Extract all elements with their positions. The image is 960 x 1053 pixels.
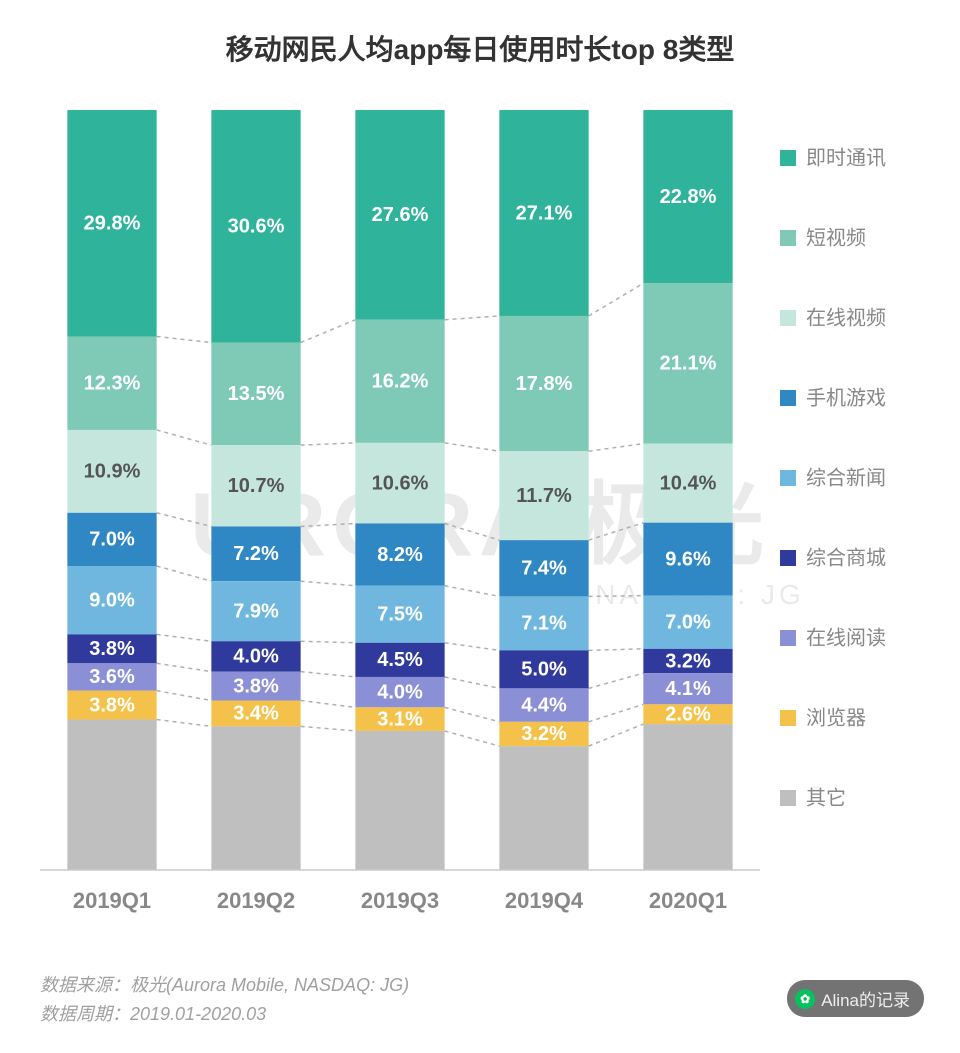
- segment-value: 5.0%: [521, 659, 567, 681]
- legend-swatch: [780, 630, 796, 646]
- segment-value: 16.2%: [372, 371, 429, 393]
- segment-value: 3.2%: [521, 723, 567, 745]
- segment-value: 27.1%: [516, 202, 573, 224]
- x-axis-label: 2019Q2: [217, 888, 295, 913]
- segment-value: 10.4%: [660, 472, 717, 494]
- legend-swatch: [780, 230, 796, 246]
- legend-swatch: [780, 310, 796, 326]
- stacked-bar-chart: 29.8% 12.3% 10.9% 7.0% 9.0% 3.8% 3.6% 3.8% 30.6%…: [40, 110, 920, 930]
- bar-segment: [643, 724, 732, 870]
- x-axis-label: 2020Q1: [649, 888, 727, 913]
- legend-swatch: [780, 550, 796, 566]
- segment-value: 4.1%: [665, 678, 711, 700]
- bar-segment: [499, 746, 588, 870]
- segment-value: 10.7%: [228, 475, 285, 497]
- segment-value: 10.6%: [372, 472, 429, 494]
- segment-value: 7.5%: [377, 604, 423, 626]
- x-axis-label: 2019Q4: [505, 888, 584, 913]
- segment-value: 2.6%: [665, 703, 711, 725]
- segment-value: 13.5%: [228, 383, 285, 405]
- legend-label: 手机游戏: [806, 386, 886, 409]
- segment-value: 11.7%: [516, 485, 572, 507]
- legend-swatch: [780, 470, 796, 486]
- bar-segment: [211, 726, 300, 870]
- legend-swatch: [780, 790, 796, 806]
- segment-value: 3.8%: [89, 694, 135, 716]
- segment-value: 21.1%: [660, 353, 717, 375]
- legend-label: 其它: [806, 786, 846, 809]
- segment-value: 27.6%: [372, 204, 429, 226]
- segment-value: 7.0%: [665, 612, 711, 634]
- wechat-badge: ✿ Alina的记录: [787, 980, 924, 1017]
- segment-value: 29.8%: [84, 213, 141, 235]
- segment-value: 7.1%: [521, 613, 567, 635]
- legend-swatch: [780, 390, 796, 406]
- segment-value: 3.2%: [665, 650, 711, 672]
- segment-value: 3.1%: [377, 708, 423, 730]
- legend-label: 浏览器: [806, 706, 866, 729]
- segment-value: 17.8%: [516, 373, 573, 395]
- segment-value: 7.4%: [521, 558, 567, 580]
- chart-title: 移动网民人均app每日使用时长top 8类型: [0, 0, 960, 68]
- segment-value: 10.9%: [84, 461, 141, 483]
- segment-value: 4.0%: [377, 681, 423, 703]
- legend: 即时通讯短视频在线视频手机游戏综合新闻综合商城在线阅读浏览器其它: [780, 146, 886, 809]
- segment-value: 22.8%: [660, 186, 717, 208]
- legend-swatch: [780, 150, 796, 166]
- segment-value: 4.0%: [233, 646, 279, 668]
- legend-label: 短视频: [806, 226, 866, 249]
- x-axis-label: 2019Q3: [361, 888, 439, 913]
- segment-value: 3.8%: [89, 638, 135, 660]
- segment-value: 3.8%: [233, 675, 279, 697]
- segment-value: 7.9%: [233, 601, 279, 623]
- legend-label: 综合新闻: [806, 466, 886, 489]
- segment-value: 9.0%: [89, 589, 135, 611]
- segment-value: 8.2%: [377, 544, 423, 566]
- bar-segment: [67, 720, 156, 870]
- legend-swatch: [780, 710, 796, 726]
- wechat-label: Alina的记录: [821, 986, 910, 1011]
- segment-value: 7.2%: [233, 543, 279, 565]
- segment-value: 9.6%: [665, 548, 711, 570]
- segment-value: 3.6%: [89, 666, 135, 688]
- footer-period: 数据周期：2019.01-2020.03: [40, 1000, 409, 1029]
- segment-value: 7.0%: [89, 529, 135, 551]
- segment-value: 30.6%: [228, 216, 285, 238]
- bar-segment: [355, 731, 444, 870]
- legend-label: 在线视频: [806, 306, 886, 329]
- legend-label: 综合商城: [806, 546, 886, 569]
- legend-label: 在线阅读: [806, 626, 886, 649]
- legend-label: 即时通讯: [806, 146, 886, 169]
- bars: 29.8% 12.3% 10.9% 7.0% 9.0% 3.8% 3.6% 3.8% 30.6%…: [67, 110, 732, 870]
- chart-footer: 数据来源：极光(Aurora Mobile, NASDAQ: JG) 数据周期：…: [40, 971, 409, 1029]
- wechat-icon: ✿: [795, 989, 815, 1009]
- segment-value: 12.3%: [84, 373, 141, 395]
- segment-value: 4.5%: [377, 649, 423, 671]
- segment-value: 3.4%: [233, 703, 279, 725]
- segment-value: 4.4%: [521, 694, 567, 716]
- x-axis-label: 2019Q1: [73, 888, 151, 913]
- footer-source: 数据来源：极光(Aurora Mobile, NASDAQ: JG): [40, 971, 409, 1000]
